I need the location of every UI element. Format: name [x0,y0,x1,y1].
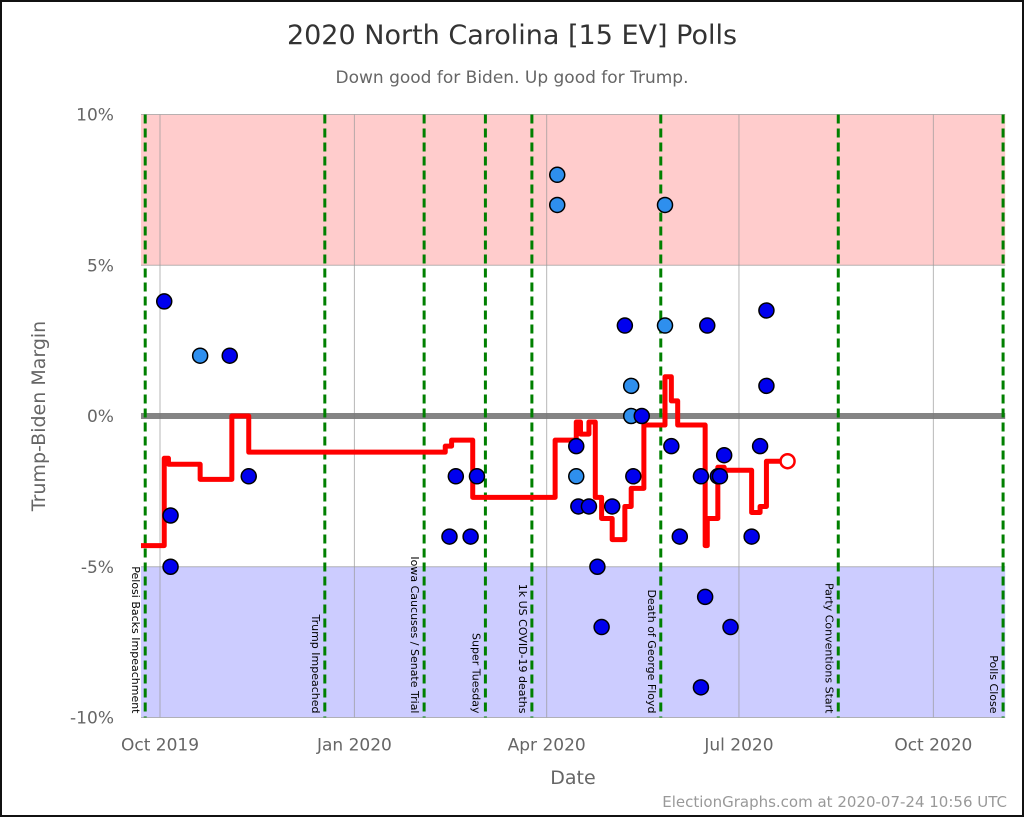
credit-text: ElectionGraphs.com at 2020-07-24 10:56 U… [662,793,1007,811]
poll-point [692,468,710,485]
poll-point [616,317,634,334]
y-tick-label: -10% [70,709,114,729]
y-tick-label: -5% [81,558,114,578]
poll-point [191,347,209,364]
poll-point [656,317,674,334]
y-axis-label: Trump-Biden Margin [28,321,50,512]
poll-point [462,528,479,545]
poll-point [548,196,566,214]
event-label: Party Conventions Start [822,583,835,714]
poll-point [593,618,610,636]
trend-end-marker [779,452,796,470]
poll-point [758,377,775,395]
poll-point [162,507,179,524]
poll-point [155,293,173,310]
x-axis-label: Date [550,767,595,789]
poll-point [743,528,760,545]
poll-point [568,437,585,455]
event-label: Polls Close [987,655,1000,714]
poll-point [221,347,238,364]
poll-point [468,468,486,485]
poll-point [603,498,621,515]
poll-point [240,468,257,485]
chart-title: 2020 North Carolina [15 EV] Polls [287,20,737,51]
poll-point [722,618,739,636]
poll-point [441,528,458,545]
poll-point [447,468,465,485]
poll-point [758,302,775,319]
poll-point [715,446,733,464]
event-label: 1k US COVID-19 deaths [516,584,529,714]
poll-point [671,528,689,545]
poll-point [548,166,566,184]
x-tick-label: Jan 2020 [316,736,392,756]
event-label: Pelosi Backs Impeachment [129,566,142,714]
poll-point [656,196,674,214]
poll-point [696,588,714,606]
poll-point [699,317,716,334]
band-1 [140,566,1006,718]
poll-point [580,498,598,515]
x-tick-label: Oct 2020 [894,736,972,756]
poll-point [663,437,680,455]
band-0 [140,114,1006,266]
x-tick-label: Jul 2020 [703,736,773,756]
poll-point [633,407,651,425]
event-label: Death of George Floyd [645,589,658,713]
poll-point [711,468,729,485]
poll-point [622,377,640,395]
x-tick-label: Oct 2019 [121,736,199,756]
poll-point [589,558,606,575]
chart-subtitle: Down good for Biden. Up good for Trump. [336,68,689,88]
trend-line [140,374,788,549]
poll-point [692,679,710,696]
poll-point [751,437,769,455]
event-label: Iowa Caucuses / Senate Trial [408,556,421,713]
y-tick-label: 5% [87,256,114,276]
y-tick-label: 0% [87,407,114,427]
x-tick-label: Apr 2020 [508,736,586,756]
event-label: Super Tuesday [469,633,482,714]
poll-point [568,468,585,485]
poll-point [625,468,642,485]
y-tick-label: 10% [76,106,114,126]
event-label: Trump Impeached [309,613,322,713]
poll-point [162,558,179,575]
